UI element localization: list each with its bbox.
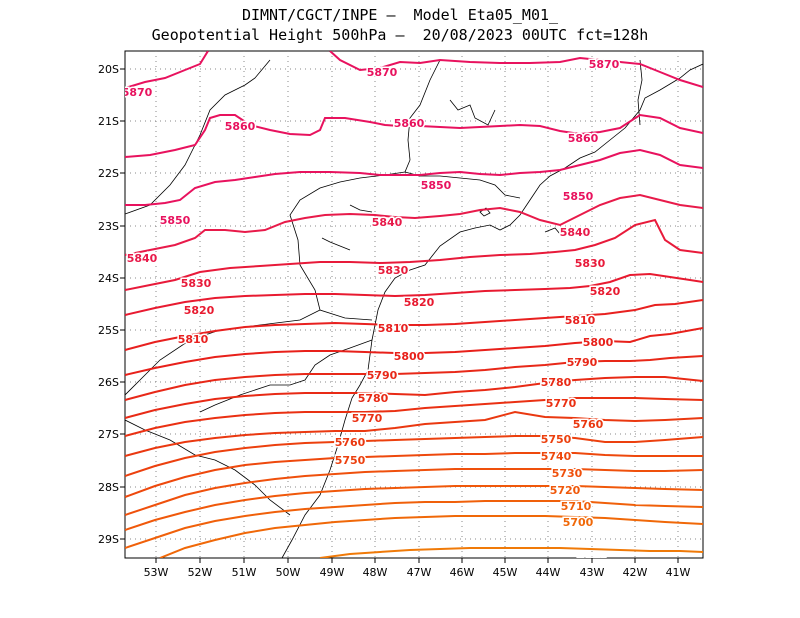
contour-label-5750: 5750: [541, 433, 572, 446]
contour-label-5810: 5810: [378, 322, 409, 335]
contour-5710: [125, 500, 703, 549]
contour-label-5850: 5850: [421, 179, 452, 192]
lat-tick-label: 27S: [98, 428, 119, 441]
reservoir: [449, 99, 496, 126]
state-border: [125, 309, 321, 396]
contour-label-5830: 5830: [575, 257, 606, 270]
lon-tick-label: 47W: [407, 566, 432, 579]
contour-label-5860: 5860: [225, 120, 256, 133]
contour-5700: [159, 515, 703, 558]
contour-5810: [125, 299, 703, 351]
contour-5770: [125, 397, 703, 437]
contour-5740: [125, 452, 703, 498]
lon-tick-label: 43W: [580, 566, 605, 579]
contour-5800: [125, 327, 703, 376]
latitude-ticks: 20S 21S 22S 23S 24S 25S 26S 27S 28S 29S: [98, 63, 125, 546]
contour-label-5870: 5870: [122, 86, 153, 99]
coastline: [281, 63, 703, 558]
contour-label-5760: 5760: [335, 436, 366, 449]
contour-5670: [319, 547, 703, 558]
island: [544, 227, 561, 235]
lat-tick-label: 24S: [98, 272, 119, 285]
lat-tick-label: 20S: [98, 63, 119, 76]
lon-tick-label: 50W: [276, 566, 301, 579]
state-border: [125, 419, 291, 516]
contour-label-5760: 5760: [573, 418, 604, 431]
contour-5750: [125, 435, 703, 477]
contour-label-5750: 5750: [335, 454, 366, 467]
contour-5850: [125, 148, 703, 206]
contour-5760: [125, 410, 703, 457]
reservoir: [321, 237, 351, 251]
contour-labels: 5870 5870 5870 5860 5860 5860 5850 5850 5850 5840…: [122, 57, 622, 569]
map-title-line-2: Geopotential Height 500hPa – 20/08/2023 …: [151, 26, 649, 44]
lon-tick-label: 49W: [320, 566, 345, 579]
contour-label-5860: 5860: [568, 132, 599, 145]
longitude-ticks: 53W 52W 51W 50W 49W 48W 47W 46W 45W 44W 43W 42W 41W: [144, 558, 691, 579]
contour-label-5730: 5730: [552, 467, 583, 480]
lon-tick-label: 51W: [232, 566, 257, 579]
contour-label-5870: 5870: [367, 66, 398, 79]
contour-label-5840: 5840: [127, 252, 158, 265]
contour-label-5850: 5850: [563, 190, 594, 203]
lon-tick-label: 42W: [623, 566, 648, 579]
contour-label-5780: 5780: [541, 376, 572, 389]
lon-tick-label: 48W: [363, 566, 388, 579]
contour-label-5860: 5860: [394, 117, 425, 130]
lon-tick-label: 41W: [666, 566, 691, 579]
contour-label-5820: 5820: [184, 304, 215, 317]
lon-tick-label: 46W: [450, 566, 475, 579]
contour-label-5800: 5800: [394, 350, 425, 363]
contour-label-5820: 5820: [404, 296, 435, 309]
contour-label-5770: 5770: [352, 412, 383, 425]
contour-5830: [125, 218, 703, 291]
contour-label-5720: 5720: [550, 484, 581, 497]
contour-5860: [125, 51, 703, 158]
contour-label-5870: 5870: [589, 58, 620, 71]
contour-label-5810: 5810: [565, 314, 596, 327]
contour-5820: [125, 272, 703, 316]
map-title-line-1: DIMNT/CGCT/INPE – Model Eta05_M01_: [241, 6, 559, 24]
contour-label-5710: 5710: [561, 500, 592, 513]
contour-5790: [125, 355, 703, 401]
contour-label-5780: 5780: [358, 392, 389, 405]
contour-label-5700: 5700: [563, 516, 594, 529]
contour-label-5800: 5800: [583, 336, 614, 349]
lon-tick-label: 52W: [188, 566, 213, 579]
lon-tick-label: 45W: [493, 566, 518, 579]
contour-label-5840: 5840: [560, 226, 591, 239]
contour-label-5840: 5840: [372, 216, 403, 229]
lat-tick-label: 21S: [98, 115, 119, 128]
contour-label-5790: 5790: [367, 369, 398, 382]
reservoir: [349, 204, 373, 213]
lat-tick-label: 22S: [98, 167, 119, 180]
height-contours: [125, 51, 703, 558]
contour-label-5670: 5670: [577, 556, 608, 569]
contour-label-5820: 5820: [590, 285, 621, 298]
lat-tick-label: 26S: [98, 376, 119, 389]
lat-tick-label: 25S: [98, 324, 119, 337]
lat-tick-label: 29S: [98, 533, 119, 546]
plot-frame: [124, 50, 704, 559]
contour-5840: [125, 193, 703, 256]
contour-label-5790: 5790: [567, 356, 598, 369]
lon-tick-label: 53W: [144, 566, 169, 579]
contour-5780: [125, 376, 703, 419]
contour-5730: [125, 468, 703, 516]
contour-label-5830: 5830: [181, 277, 212, 290]
lat-tick-label: 28S: [98, 481, 119, 494]
contour-label-5740: 5740: [541, 450, 572, 463]
state-border: [125, 59, 271, 215]
contour-5720: [125, 485, 703, 531]
contour-label-5810: 5810: [178, 333, 209, 346]
state-border: [637, 59, 643, 126]
lon-tick-label: 44W: [536, 566, 561, 579]
contour-label-5770: 5770: [546, 397, 577, 410]
lat-tick-label: 23S: [98, 220, 119, 233]
contour-label-5850: 5850: [160, 214, 191, 227]
contour-label-5830: 5830: [378, 264, 409, 277]
contour-5870: [329, 51, 703, 88]
